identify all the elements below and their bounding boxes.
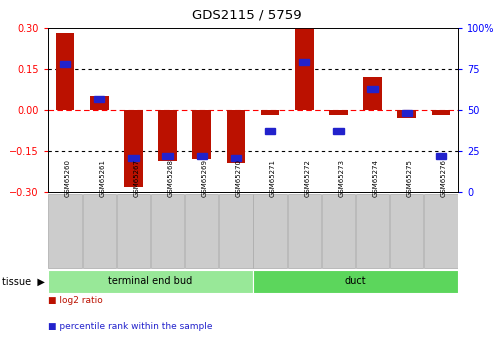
Text: GSM65276: GSM65276: [441, 159, 447, 197]
Bar: [363, 77, 382, 110]
Bar: [185, 194, 218, 268]
Bar: [253, 194, 287, 268]
Text: GSM65260: GSM65260: [65, 159, 71, 197]
Text: GSM65269: GSM65269: [202, 159, 208, 197]
Bar: [253, 270, 458, 293]
Text: duct: duct: [345, 276, 366, 286]
Bar: [431, 110, 450, 116]
Text: GSM65261: GSM65261: [99, 159, 105, 197]
Text: GSM65273: GSM65273: [338, 159, 345, 197]
Text: GSM65272: GSM65272: [304, 159, 310, 197]
Text: GDS2115 / 5759: GDS2115 / 5759: [192, 8, 301, 21]
Bar: [192, 110, 211, 159]
Text: GSM65270: GSM65270: [236, 159, 242, 197]
Bar: [82, 194, 116, 268]
Bar: [333, 128, 344, 134]
Bar: [356, 194, 389, 268]
Bar: [117, 194, 150, 268]
Bar: [94, 96, 105, 101]
Bar: [163, 153, 173, 159]
Bar: [90, 96, 108, 110]
Text: ■ log2 ratio: ■ log2 ratio: [48, 296, 103, 305]
Text: GSM65271: GSM65271: [270, 159, 276, 197]
Bar: [436, 153, 446, 159]
Bar: [299, 59, 310, 66]
Bar: [261, 110, 280, 116]
Bar: [424, 194, 458, 268]
Text: GSM65275: GSM65275: [407, 159, 413, 197]
Bar: [56, 33, 74, 110]
Bar: [151, 194, 184, 268]
Bar: [367, 86, 378, 92]
Bar: [124, 110, 143, 187]
Bar: [402, 110, 412, 116]
Bar: [197, 153, 207, 159]
Bar: [287, 194, 321, 268]
Text: terminal end bud: terminal end bud: [108, 276, 193, 286]
Bar: [295, 27, 314, 110]
Text: GSM65268: GSM65268: [168, 159, 174, 197]
Bar: [321, 194, 355, 268]
Text: GSM65274: GSM65274: [373, 159, 379, 197]
Bar: [329, 110, 348, 116]
Text: ■ percentile rank within the sample: ■ percentile rank within the sample: [48, 322, 212, 331]
Bar: [265, 128, 275, 134]
Bar: [158, 110, 177, 160]
Bar: [128, 155, 139, 160]
Bar: [48, 270, 253, 293]
Bar: [48, 194, 82, 268]
Bar: [390, 194, 423, 268]
Bar: [231, 155, 241, 160]
Bar: [397, 110, 416, 118]
Bar: [60, 61, 70, 67]
Bar: [226, 110, 246, 163]
Text: tissue  ▶: tissue ▶: [2, 276, 45, 286]
Text: GSM65267: GSM65267: [134, 159, 140, 197]
Bar: [219, 194, 252, 268]
